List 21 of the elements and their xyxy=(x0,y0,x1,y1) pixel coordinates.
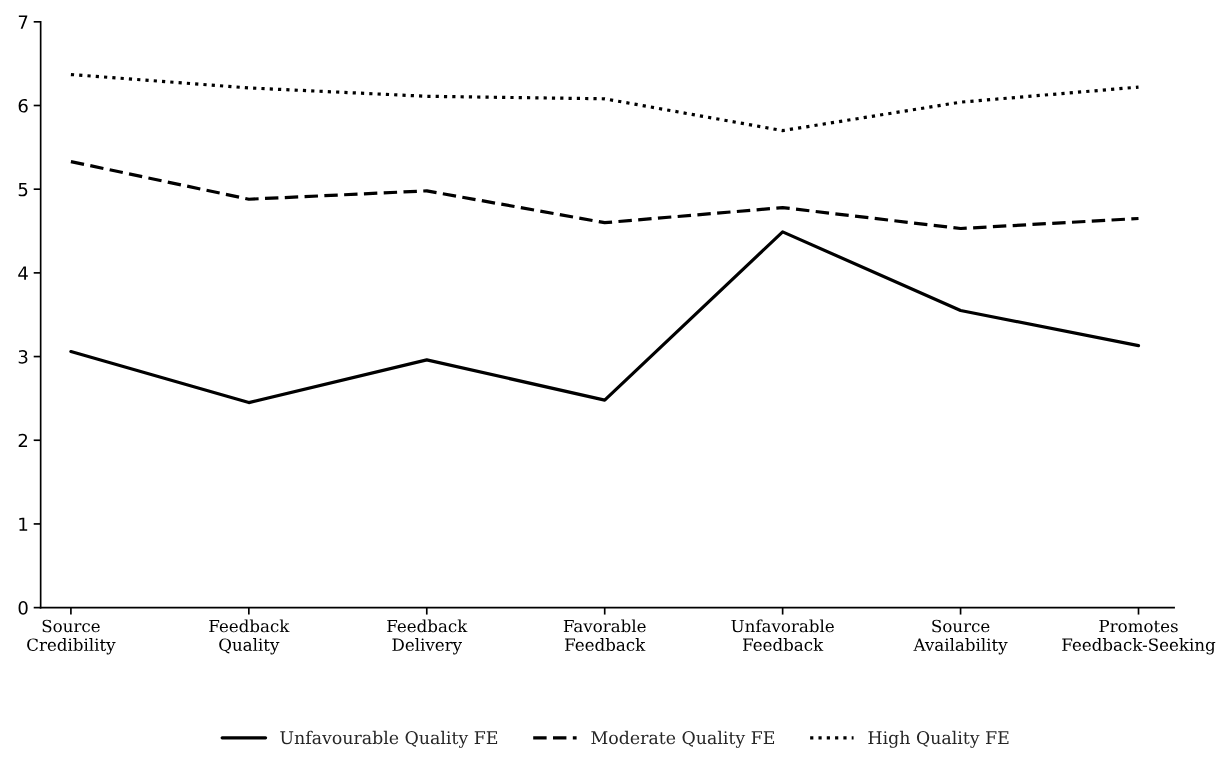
x-tick-label: Feedback Quality xyxy=(209,619,290,655)
x-tick-label: Promotes Feedback-Seeking xyxy=(1062,619,1216,655)
line-series xyxy=(69,72,1141,133)
x-tick-label: Source Credibility xyxy=(27,619,116,655)
y-tick-label: 1 xyxy=(19,517,28,531)
y-tick-label: 6 xyxy=(18,98,28,113)
x-tick-label: Source Availability xyxy=(913,619,1008,655)
line-series xyxy=(69,230,1141,405)
y-tick-label: 2 xyxy=(18,433,28,448)
legend-label: High Quality FE xyxy=(868,730,1009,748)
legend-label: Moderate Quality FE xyxy=(591,730,775,748)
x-tick-label: Favorable Feedback xyxy=(563,619,646,651)
x-tick-label: Unfavorable Feedback xyxy=(731,619,834,651)
y-tick-label: 5 xyxy=(18,182,28,197)
y-tick-label: 7 xyxy=(18,15,28,29)
x-tick-label: Feedback Delivery xyxy=(387,619,468,655)
line-series xyxy=(69,159,1141,231)
y-tick-label: 4 xyxy=(18,266,28,280)
y-tick-label: 0 xyxy=(18,601,28,615)
y-tick-label: 3 xyxy=(18,350,28,364)
legend-label: Unfavourable Quality FE xyxy=(280,730,498,748)
